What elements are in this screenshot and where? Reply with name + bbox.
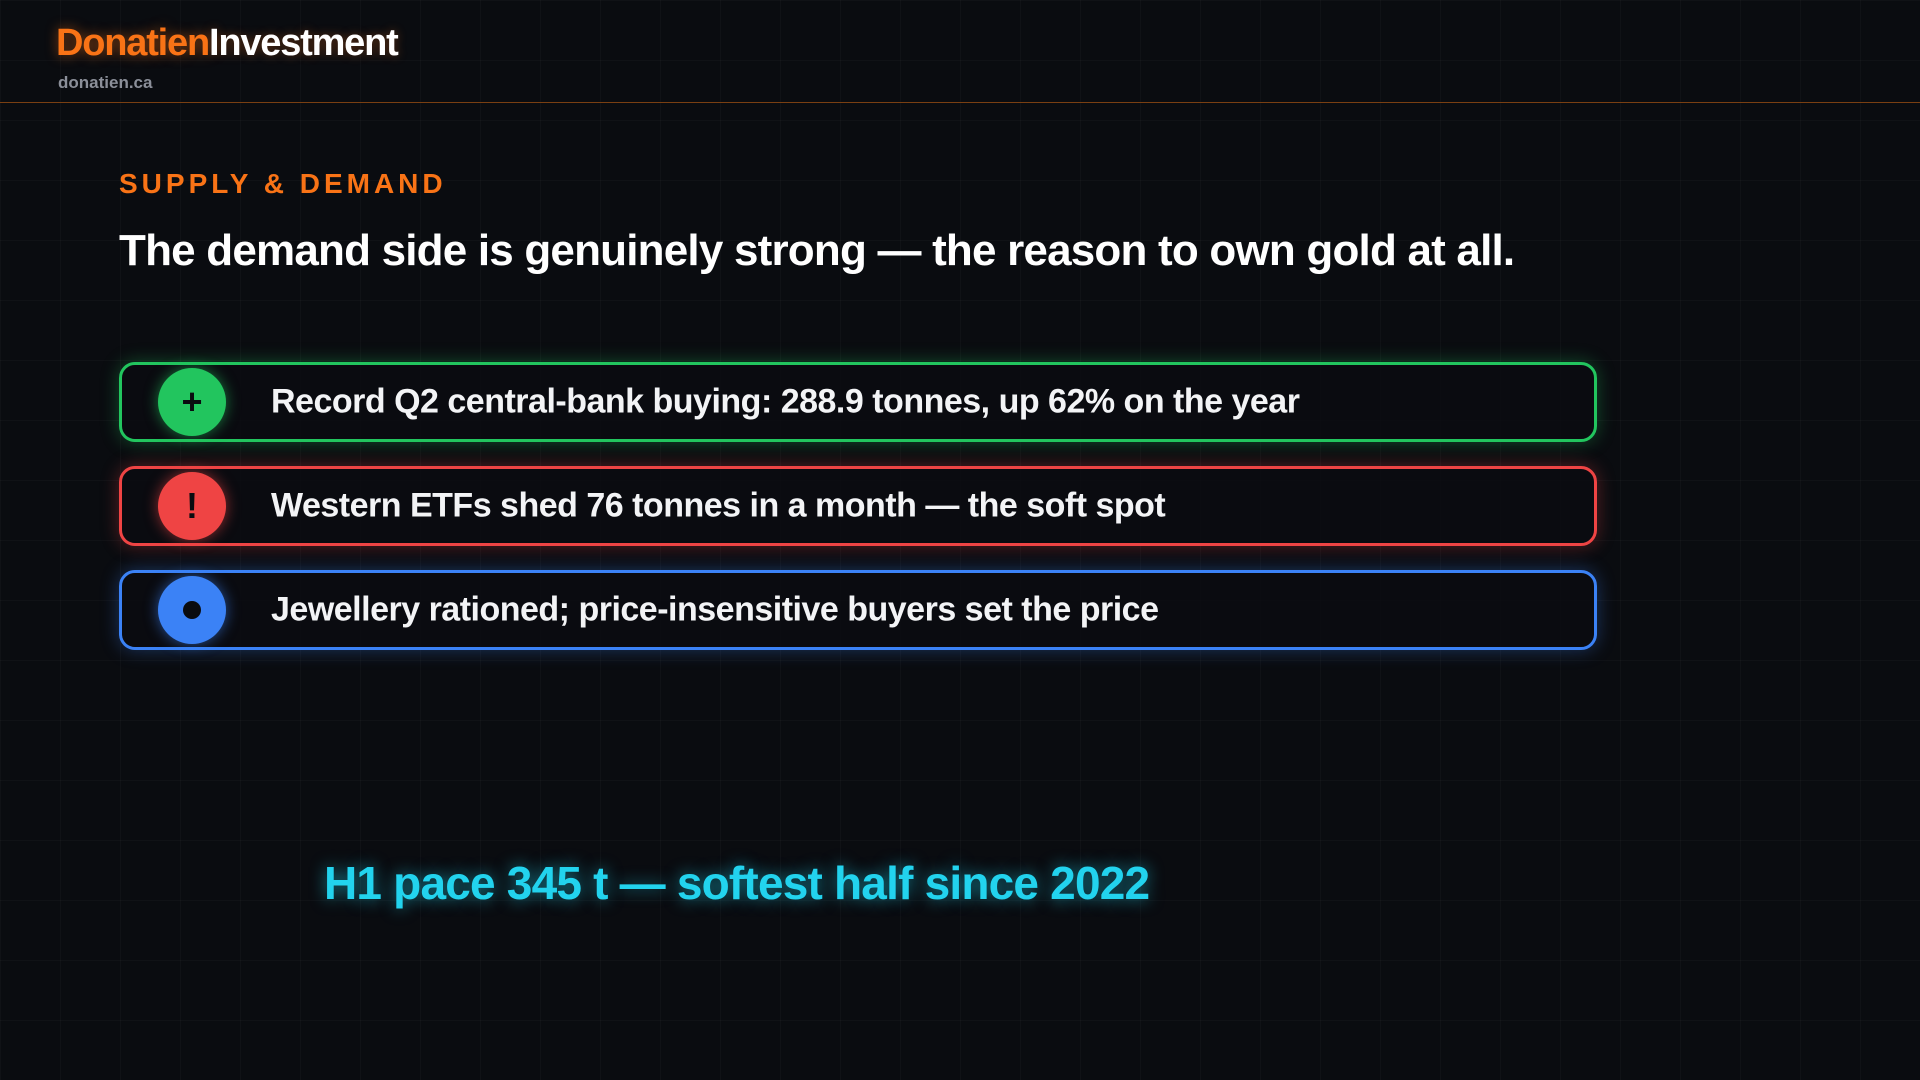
brand-secondary: Investment: [208, 22, 399, 64]
plus-icon: +: [158, 368, 226, 436]
point-text: Record Q2 central-bank buying: 288.9 ton…: [271, 382, 1300, 421]
brand-logo[interactable]: DonatienInvestment: [56, 22, 399, 65]
point-card-etf: ! Western ETFs shed 76 tonnes in a month…: [119, 466, 1597, 546]
exclamation-icon: !: [158, 472, 226, 540]
slide-headline: The demand side is genuinely strong — th…: [119, 226, 1515, 275]
section-eyebrow: SUPPLY & DEMAND: [119, 168, 447, 199]
point-card-central-bank: + Record Q2 central-bank buying: 288.9 t…: [119, 362, 1597, 442]
point-text: Jewellery rationed; price-insensitive bu…: [271, 590, 1159, 629]
site-url: donatien.ca: [58, 73, 153, 92]
header-bar: DonatienInvestment donatien.ca: [0, 0, 1920, 103]
callout-text: H1 pace 345 t — softest half since 2022: [324, 857, 1150, 909]
brand-primary: Donatien: [56, 22, 210, 64]
point-text: Western ETFs shed 76 tonnes in a month —…: [271, 486, 1166, 525]
point-card-jewellery: Jewellery rationed; price-insensitive bu…: [119, 570, 1597, 650]
dot-icon: [158, 576, 226, 644]
